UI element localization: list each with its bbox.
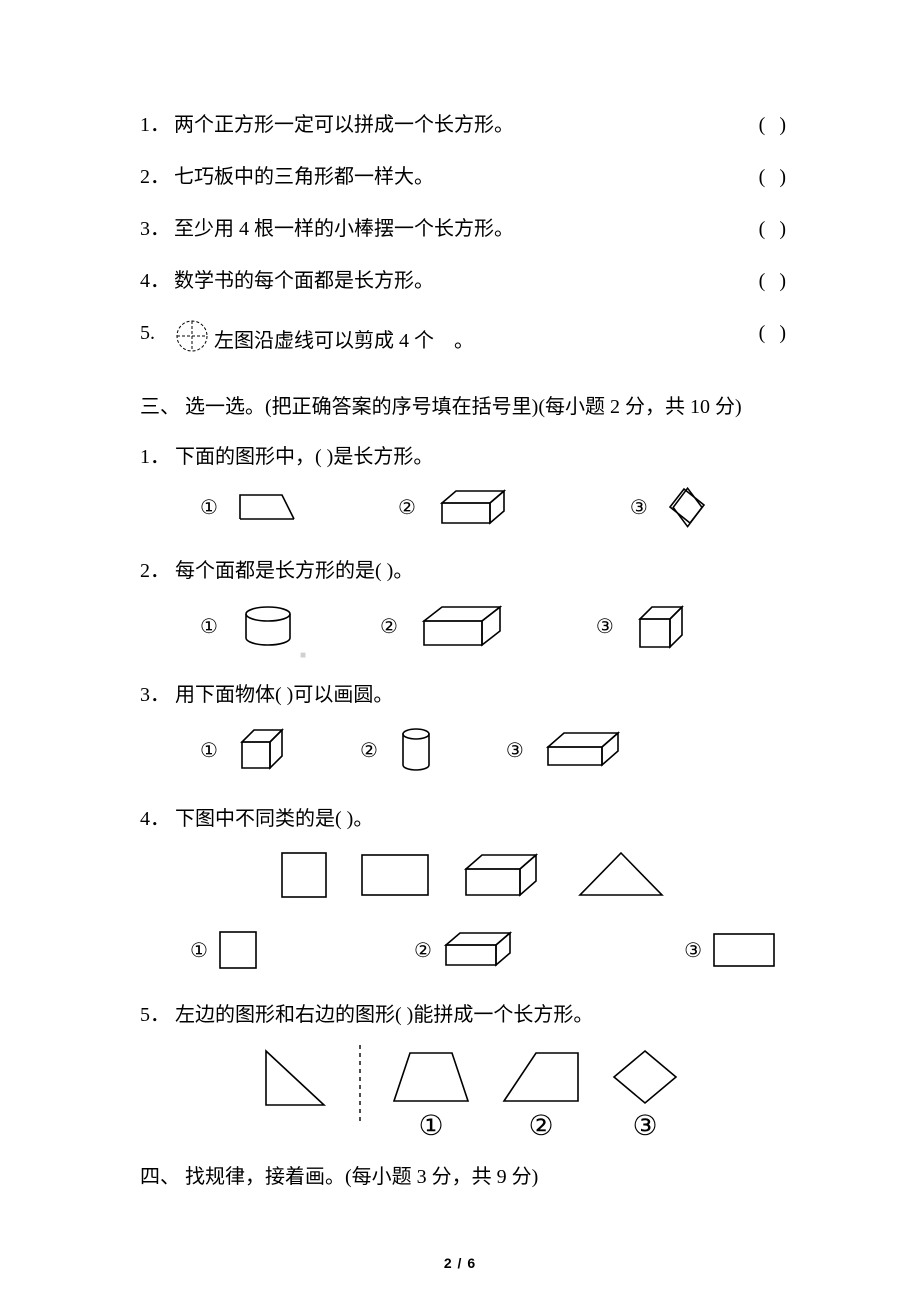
tf-paren[interactable]: () (720, 266, 800, 296)
square-icon (216, 930, 260, 970)
s3-q2-options: ① ② ③ (200, 601, 800, 651)
opt-label-1: ① (200, 738, 218, 763)
s3-q5: 5． 左边的图形和右边的图形( )能拼成一个长方形。 (140, 999, 800, 1031)
q-text: 下图中不同类的是( )。 (175, 808, 373, 830)
rectangle-icon (356, 849, 436, 901)
tf-text: 两个正方形一定可以拼成一个长方形。 (174, 110, 720, 140)
opt-label-3: ③ (596, 614, 614, 639)
tf-item-5: 5. 左图沿虚线可以剪成 4 个 。 () (140, 318, 800, 363)
cuboid-icon (434, 487, 520, 527)
section-4-title: 四、 找规律，接着画。(每小题 3 分，共 9 分) (140, 1161, 800, 1193)
tf-item-3: 3． 至少用 4 根一样的小棒摆一个长方形。 () (140, 214, 800, 244)
tf-text: 数学书的每个面都是长方形。 (174, 266, 720, 296)
rectangle-icon (710, 930, 780, 970)
s3-q4-figures (140, 849, 800, 901)
right-triangle-icon (258, 1045, 332, 1115)
opt-label-3: ③ (506, 738, 524, 763)
page-number: 2 / 6 (0, 1255, 920, 1271)
tf-num: 1． (140, 110, 174, 140)
opt-label-3: ③ (632, 1109, 657, 1143)
tf-paren[interactable]: () (720, 110, 800, 140)
cube-icon (632, 601, 690, 651)
s3-q4-options: ① ② ③ (190, 929, 780, 971)
opt-label-2: ② (528, 1109, 553, 1143)
tf-text: 七巧板中的三角形都一样大。 (174, 162, 720, 192)
q-text: 下面的图形中，( )是长方形。 (175, 446, 433, 468)
s3-q3-options: ① ② ③ (200, 725, 800, 775)
triangle-icon (576, 849, 666, 901)
parallelogram-icon (236, 489, 298, 525)
tf-num: 3． (140, 214, 174, 244)
tf-item-4: 4． 数学书的每个面都是长方形。 () (140, 266, 800, 296)
q-num: 1． (140, 446, 170, 468)
q-text: 左边的图形和右边的图形( )能拼成一个长方形。 (175, 1004, 593, 1026)
s3-q1: 1． 下面的图形中，( )是长方形。 (140, 441, 800, 473)
q-num: 4． (140, 808, 170, 830)
opt-label-1: ① (190, 938, 208, 963)
section-3-title: 三、 选一选。(把正确答案的序号填在括号里)(每小题 2 分，共 10 分) (140, 391, 800, 423)
cuboid-icon (542, 729, 634, 771)
dashed-circle-icon (174, 318, 210, 363)
s3-q4: 4． 下图中不同类的是( )。 (140, 803, 800, 835)
opt-label-2: ② (398, 495, 416, 520)
tf-num: 4． (140, 266, 174, 296)
cuboid-icon (440, 929, 530, 971)
q-text: 用下面物体( )可以画圆。 (175, 684, 393, 706)
q-num: 5． (140, 1004, 170, 1026)
cylinder-icon (236, 604, 300, 648)
q-num: 3． (140, 684, 170, 706)
opt-label-3: ③ (684, 938, 702, 963)
tf-text: 至少用 4 根一样的小棒摆一个长方形。 (174, 214, 720, 244)
cuboid-icon (458, 849, 554, 901)
trapezoid-icon (388, 1045, 474, 1109)
right-trapezoid-icon (498, 1045, 584, 1109)
cube-icon (236, 726, 290, 774)
tf-text: 左图沿虚线可以剪成 4 个 。 (174, 318, 720, 363)
tf5-text: 左图沿虚线可以剪成 4 个 。 (214, 326, 474, 356)
cuboid-icon (416, 601, 516, 651)
square-icon (274, 849, 334, 901)
tf-item-1: 1． 两个正方形一定可以拼成一个长方形。 () (140, 110, 800, 140)
opt-label-2: ② (414, 938, 432, 963)
tf-paren[interactable]: () (720, 318, 800, 348)
opt-label-3: ③ (630, 495, 648, 520)
s3-q1-options: ① ② ③ (200, 487, 800, 527)
tf-num: 2． (140, 162, 174, 192)
opt-label-2: ② (360, 738, 378, 763)
s3-q5-opt3: ③ (608, 1045, 682, 1143)
s3-q2: 2． 每个面都是长方形的是( )。 (140, 555, 800, 587)
tf-num: 5. (140, 318, 174, 348)
s3-q3: 3． 用下面物体( )可以画圆。 (140, 679, 800, 711)
s3-q5-figures: ① ② ③ (140, 1045, 800, 1143)
q-num: 2． (140, 560, 170, 582)
s3-q5-opt2: ② (498, 1045, 584, 1143)
cylinder-icon (396, 725, 436, 775)
page: 1． 两个正方形一定可以拼成一个长方形。 () 2． 七巧板中的三角形都一样大。… (0, 0, 920, 1301)
opt-label-1: ① (418, 1109, 443, 1143)
opt-label-1: ① (200, 495, 218, 520)
tf-paren[interactable]: () (720, 214, 800, 244)
opt-label-2: ② (380, 614, 398, 639)
s3-q5-opt1: ① (388, 1045, 474, 1143)
dashed-divider-icon (356, 1045, 364, 1123)
tf-item-2: 2． 七巧板中的三角形都一样大。 () (140, 162, 800, 192)
diamond-icon (608, 1045, 682, 1109)
watermark-icon: ■ (300, 650, 307, 661)
tf-paren[interactable]: () (720, 162, 800, 192)
tilted-rect-icon (666, 487, 710, 527)
opt-label-1: ① (200, 614, 218, 639)
q-text: 每个面都是长方形的是( )。 (175, 560, 413, 582)
